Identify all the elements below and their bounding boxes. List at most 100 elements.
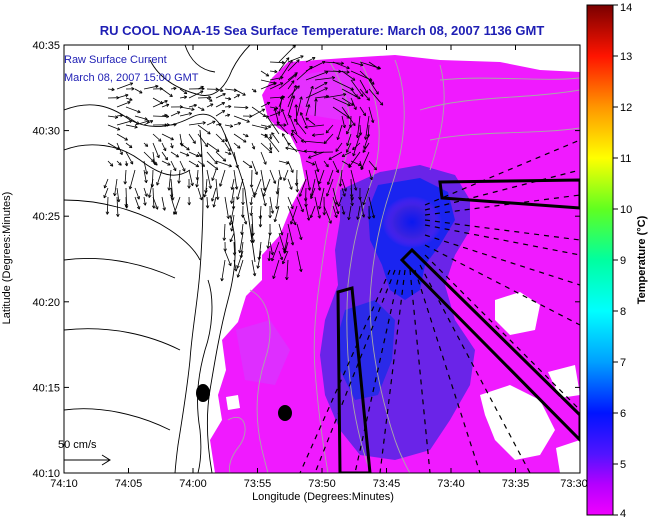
current-vector (236, 259, 244, 278)
colorbar (586, 4, 614, 516)
current-vector (350, 88, 358, 98)
current-vector (116, 82, 134, 90)
current-vector (242, 114, 253, 118)
current-vector (278, 169, 283, 181)
current-vector (125, 142, 133, 149)
current-vector (313, 150, 334, 155)
current-vector (212, 196, 217, 208)
current-vector (296, 250, 303, 272)
current-vector (287, 178, 293, 190)
current-vector (287, 160, 294, 173)
current-vector (287, 142, 298, 153)
current-vector (323, 205, 332, 224)
colorbar-tick-label: 8 (620, 306, 626, 318)
current-vector (107, 142, 120, 150)
current-vector (215, 110, 226, 117)
current-vector (236, 178, 244, 200)
current-vector (335, 142, 343, 152)
current-vector (341, 151, 352, 157)
current-vector (206, 120, 216, 126)
current-vector (314, 169, 322, 191)
current-vector (295, 178, 300, 193)
current-vector (341, 70, 356, 81)
current-vector (206, 160, 219, 171)
nodata-patch (548, 365, 580, 398)
current-vector (224, 196, 230, 219)
current-vector (228, 205, 235, 226)
current-vector (346, 133, 352, 147)
current-vector (368, 196, 376, 219)
current-vector (350, 61, 364, 67)
current-vector (350, 169, 358, 191)
current-vector (116, 119, 133, 126)
current-vector (260, 124, 272, 129)
current-vector (215, 151, 227, 162)
current-vector (260, 187, 267, 207)
current-vector (269, 69, 278, 74)
current-vector (224, 133, 228, 142)
current-vector (161, 123, 168, 127)
current-vector (287, 59, 300, 72)
current-vector (134, 196, 141, 210)
current-vector (179, 151, 190, 157)
current-vector (269, 169, 277, 184)
current-vector (167, 169, 172, 191)
marker-dot (196, 384, 210, 402)
current-vector (305, 57, 316, 63)
current-vector (269, 60, 285, 65)
current-vector (179, 106, 195, 111)
current-vector (179, 160, 186, 172)
current-vector (233, 88, 246, 96)
current-vector (287, 55, 304, 63)
current-vector (152, 196, 159, 210)
current-vector (251, 160, 258, 175)
current-vector (197, 124, 211, 135)
current-vector (332, 160, 339, 173)
current-vector (364, 115, 370, 140)
current-vector (314, 160, 320, 173)
current-vector (269, 241, 274, 256)
legend-current-date: March 08, 2007 15:00 GMT (64, 72, 199, 84)
current-vector (224, 250, 232, 267)
current-vector (251, 88, 257, 93)
current-vector (215, 88, 224, 93)
current-vector (236, 250, 244, 269)
current-vector (287, 85, 297, 108)
current-vector (278, 95, 284, 117)
current-vector (197, 85, 204, 90)
current-vector (347, 205, 352, 221)
current-vector (269, 196, 275, 214)
warm-patch (236, 320, 290, 385)
current-vector (161, 142, 167, 152)
current-vector (314, 98, 318, 117)
current-vector (276, 121, 289, 135)
current-vector (296, 223, 303, 241)
current-vector (341, 187, 346, 197)
current-vector (188, 121, 206, 126)
y-axis-label: Latitude (Degrees:Minutes) (1, 192, 13, 325)
current-vector (325, 178, 334, 197)
current-vector (233, 115, 250, 123)
current-vector (170, 111, 181, 117)
current-vector (303, 149, 316, 154)
current-vector (161, 88, 173, 97)
current-vector (211, 169, 217, 181)
current-vector (215, 102, 225, 108)
current-vector (224, 124, 234, 128)
current-vector (368, 61, 380, 70)
current-vector (241, 187, 245, 206)
current-vector (362, 142, 370, 153)
current-vector (291, 132, 298, 144)
current-vector (242, 160, 253, 168)
coastline (64, 45, 256, 473)
current-vector (253, 178, 262, 196)
colorbar-tick-label: 6 (620, 408, 626, 420)
x-tick-label: 74:00 (179, 478, 207, 490)
current-vector (222, 223, 227, 241)
current-vector (242, 133, 249, 138)
current-vector (268, 133, 273, 140)
current-vector (116, 113, 124, 118)
nodata-patch (495, 292, 540, 335)
current-vector (134, 119, 150, 126)
current-vector (268, 142, 273, 151)
